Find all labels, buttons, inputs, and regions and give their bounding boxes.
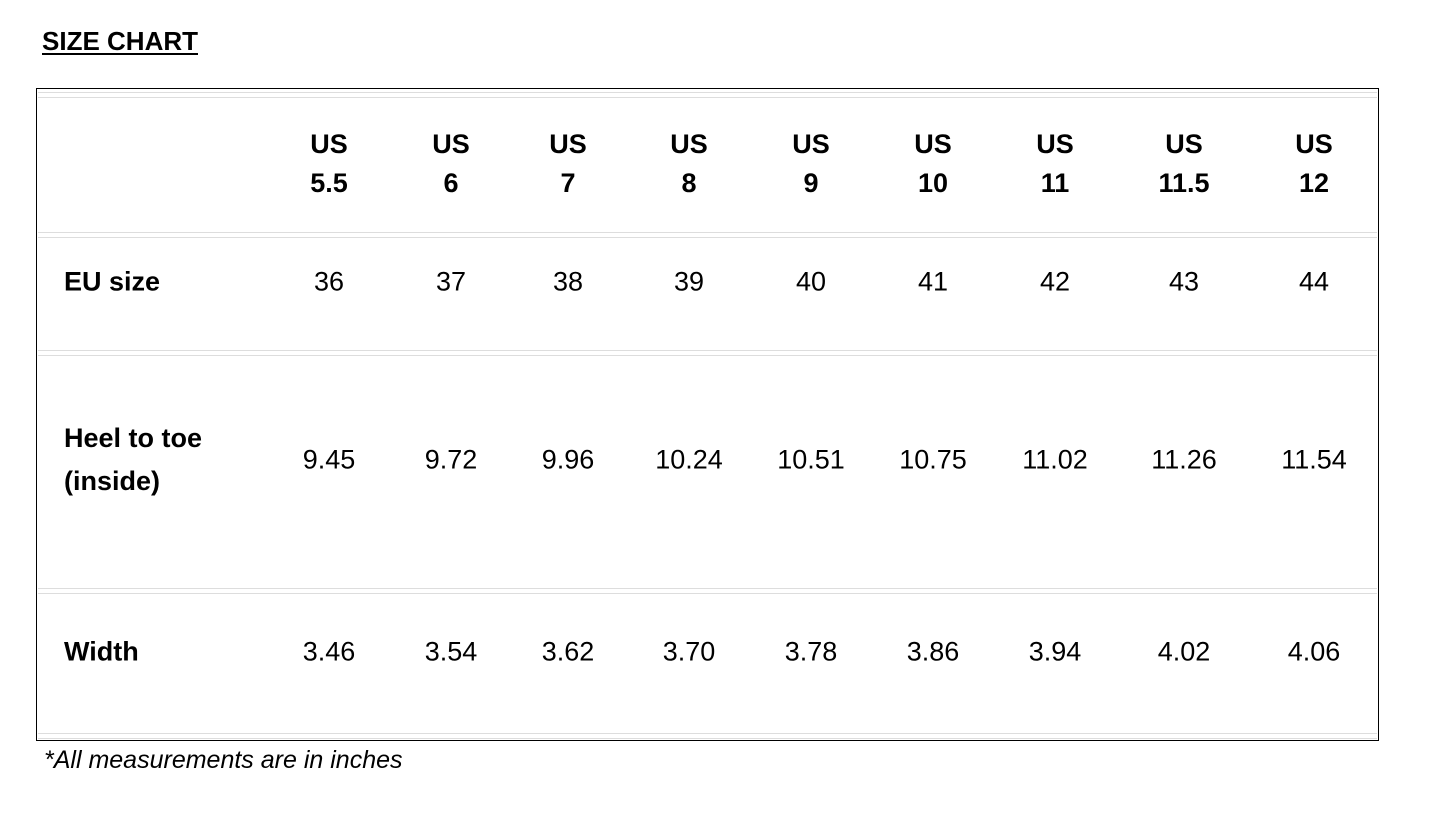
cell-value: 42 [1039, 266, 1071, 297]
header-line: US [914, 129, 952, 159]
cell-value: 3.70 [662, 636, 716, 667]
cell-value: 11.54 [1281, 444, 1347, 475]
row-label: Heel to toe (inside) [64, 417, 202, 503]
row-separator [38, 588, 1377, 594]
row-separator [38, 92, 1377, 98]
cell-value: 3.46 [302, 636, 356, 667]
cell-value: 3.62 [541, 636, 595, 667]
row-separator [38, 232, 1377, 238]
cell-value: 9.96 [541, 444, 595, 475]
header-line: 12 [1298, 168, 1330, 198]
column-header: US 9 [792, 125, 830, 203]
cell-value: 44 [1298, 266, 1330, 297]
row-separator [38, 733, 1377, 739]
header-line: US [1036, 129, 1074, 159]
cell-value: 41 [917, 266, 949, 297]
header-line: US [1295, 129, 1333, 159]
header-line: US [1165, 129, 1203, 159]
label-line: Heel to toe [64, 423, 203, 453]
row-label: EU size [64, 261, 160, 304]
cell-value: 39 [673, 266, 705, 297]
header-line: US [432, 129, 470, 159]
cell-value: 10.24 [655, 444, 723, 475]
cell-value: 10.51 [777, 444, 845, 475]
header-line: US [549, 129, 587, 159]
column-header: US 11 [1036, 125, 1074, 203]
cell-value: 4.02 [1157, 636, 1211, 667]
header-line: 10 [917, 168, 949, 198]
header-line: 8 [681, 168, 697, 198]
cell-value: 37 [435, 266, 467, 297]
column-header: US 5.5 [310, 125, 348, 203]
header-line: 7 [560, 168, 576, 198]
header-line: 5.5 [310, 168, 348, 198]
header-line: US [792, 129, 830, 159]
header-line: 11.5 [1158, 168, 1210, 198]
column-header: US 8 [670, 125, 708, 203]
cell-value: 3.54 [424, 636, 478, 667]
cell-value: 4.06 [1287, 636, 1341, 667]
row-label: Width [64, 631, 139, 674]
cell-value: 43 [1168, 266, 1200, 297]
cell-value: 11.26 [1151, 444, 1217, 475]
cell-value: 3.78 [784, 636, 838, 667]
cell-value: 40 [795, 266, 827, 297]
cell-value: 11.02 [1022, 444, 1088, 475]
cell-value: 3.86 [906, 636, 960, 667]
column-header: US 12 [1295, 125, 1333, 203]
header-line: US [670, 129, 708, 159]
header-line: US [310, 129, 348, 159]
column-header: US 6 [432, 125, 470, 203]
title: SIZE CHART [42, 26, 198, 56]
header-line: 11 [1040, 168, 1070, 198]
header-line: 9 [803, 168, 819, 198]
cell-value: 10.75 [899, 444, 967, 475]
label-line: (inside) [64, 466, 161, 496]
label-line: EU size [64, 266, 161, 297]
header-line: 6 [443, 168, 459, 198]
cell-value: 36 [313, 266, 345, 297]
column-header: US 10 [914, 125, 952, 203]
column-header: US 7 [549, 125, 587, 203]
column-header: US 11.5 [1158, 125, 1209, 203]
cell-value: 38 [552, 266, 584, 297]
cell-value: 3.94 [1028, 636, 1082, 667]
cell-value: 9.72 [424, 444, 478, 475]
label-line: Width [64, 636, 139, 667]
cell-value: 9.45 [302, 444, 356, 475]
footnote: *All measurements are in inches [44, 746, 403, 774]
row-separator [38, 350, 1377, 356]
size-table [36, 88, 1379, 741]
